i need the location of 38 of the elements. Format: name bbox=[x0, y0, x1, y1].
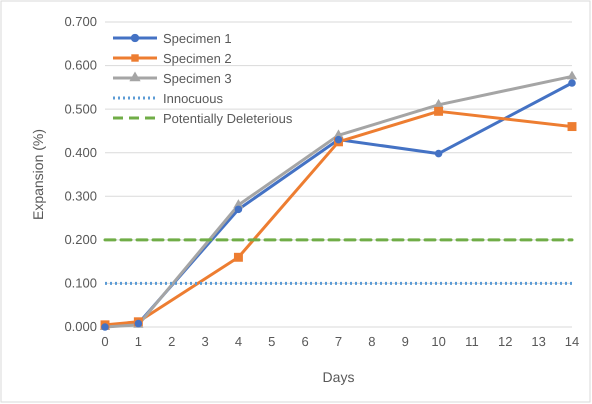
legend-label: Innocuous bbox=[163, 91, 224, 106]
x-axis-title: Days bbox=[322, 369, 354, 385]
point bbox=[334, 136, 342, 144]
x-tick-label: 9 bbox=[402, 334, 409, 350]
y-axis-title: Expansion (%) bbox=[30, 128, 46, 220]
x-tick-label: 3 bbox=[201, 334, 209, 350]
point bbox=[434, 150, 442, 158]
x-tick-label: 14 bbox=[564, 334, 580, 350]
y-tick-label: 0.100 bbox=[64, 276, 97, 291]
legend-label: Specimen 2 bbox=[163, 51, 232, 66]
point bbox=[234, 252, 243, 262]
x-tick-label: 11 bbox=[465, 334, 479, 350]
y-tick-label: 0.700 bbox=[64, 14, 97, 30]
y-tick-label: 0.500 bbox=[64, 101, 97, 116]
x-tick-label: 6 bbox=[302, 334, 309, 350]
point bbox=[434, 106, 444, 116]
x-tick-label: 2 bbox=[168, 334, 176, 350]
x-tick-label: 5 bbox=[268, 334, 276, 350]
point bbox=[234, 206, 242, 214]
x-tick-label: 8 bbox=[368, 334, 376, 350]
y-tick-label: 0.300 bbox=[64, 188, 97, 204]
y-tick-label: 0.400 bbox=[64, 144, 97, 160]
legend-label: Specimen 1 bbox=[163, 31, 232, 46]
x-tick-label: 0 bbox=[101, 334, 109, 350]
y-tick-label: 0.200 bbox=[64, 232, 97, 248]
x-tick-label: 12 bbox=[498, 334, 513, 350]
x-tick-label: 10 bbox=[431, 334, 446, 350]
point bbox=[566, 70, 578, 80]
x-tick-label: 4 bbox=[234, 334, 242, 350]
x-tick-label: 13 bbox=[531, 334, 546, 350]
y-tick-label: 0.000 bbox=[64, 319, 97, 334]
point bbox=[568, 122, 576, 132]
y-tick-label: 0.600 bbox=[64, 58, 97, 73]
point bbox=[568, 79, 576, 87]
x-tick-label: 1 bbox=[134, 334, 142, 350]
x-tick-label: 7 bbox=[334, 334, 342, 350]
legend-label: Potentially Deleterious bbox=[163, 111, 293, 126]
legend-label: Specimen 3 bbox=[163, 71, 232, 86]
